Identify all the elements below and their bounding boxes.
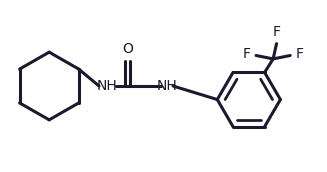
Text: O: O bbox=[122, 42, 133, 56]
Text: F: F bbox=[272, 25, 281, 39]
Text: F: F bbox=[296, 47, 303, 61]
Text: NH: NH bbox=[97, 79, 118, 93]
Text: F: F bbox=[243, 47, 251, 61]
Text: NH: NH bbox=[157, 79, 177, 93]
